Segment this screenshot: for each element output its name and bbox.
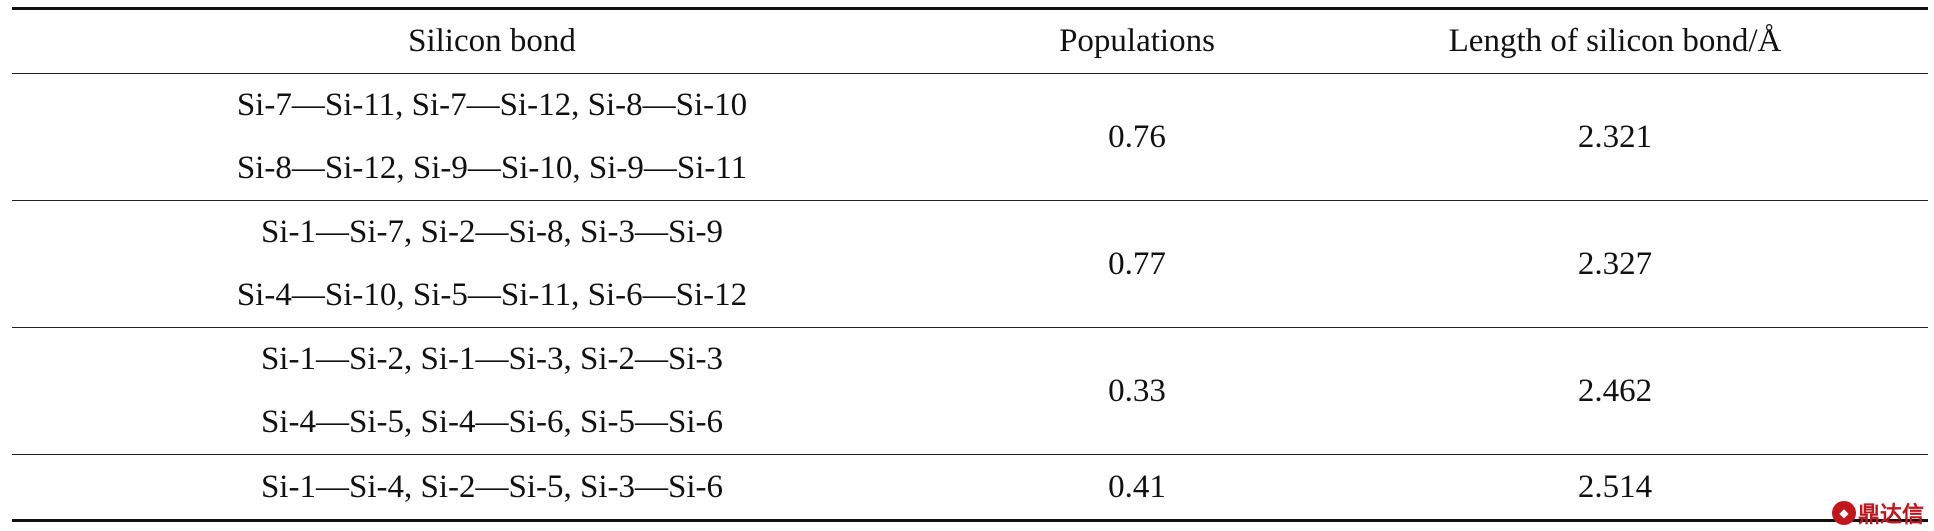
bond-line: Si-7—Si-11, Si-7—Si-12, Si-8—Si-10: [236, 87, 748, 123]
table-row: Si-1—Si-2, Si-1—Si-3, Si-2—Si-3 Si-4—Si-…: [12, 328, 1928, 455]
header-row: Silicon bond Populations Length of silic…: [12, 8, 1928, 74]
bond-cell: Si-1—Si-4, Si-2—Si-5, Si-3—Si-6: [12, 455, 972, 521]
table-body: Si-7—Si-11, Si-7—Si-12, Si-8—Si-10 Si-8—…: [12, 74, 1928, 521]
population-cell: 0.76: [1108, 118, 1166, 155]
length-cell: 2.327: [1577, 245, 1653, 282]
population-cell: 0.33: [1108, 372, 1166, 409]
population-cell: 0.77: [1108, 245, 1166, 282]
bond-cell: Si-1—Si-2, Si-1—Si-3, Si-2—Si-3 Si-4—Si-…: [12, 328, 972, 455]
header-bond-length: Length of silicon bond/Å: [1448, 23, 1782, 59]
header-silicon-bond: Silicon bond: [408, 23, 576, 59]
table-header: Silicon bond Populations Length of silic…: [12, 8, 1928, 74]
length-cell: 2.514: [1577, 468, 1653, 505]
bond-line: Si-8—Si-12, Si-9—Si-10, Si-9—Si-11: [236, 150, 748, 186]
table-row: Si-1—Si-7, Si-2—Si-8, Si-3—Si-9 Si-4—Si-…: [12, 201, 1928, 328]
header-populations: Populations: [1059, 23, 1215, 59]
length-cell: 2.321: [1577, 118, 1653, 155]
bond-line: Si-1—Si-2, Si-1—Si-3, Si-2—Si-3: [260, 341, 724, 377]
population-cell: 0.41: [1108, 468, 1166, 505]
table-row: Si-1—Si-4, Si-2—Si-5, Si-3—Si-6 0.41 2.5…: [12, 455, 1928, 521]
silicon-bond-table: Silicon bond Populations Length of silic…: [12, 7, 1928, 522]
table-row: Si-7—Si-11, Si-7—Si-12, Si-8—Si-10 Si-8—…: [12, 74, 1928, 201]
bond-line: Si-4—Si-10, Si-5—Si-11, Si-6—Si-12: [236, 277, 748, 313]
bond-line: Si-4—Si-5, Si-4—Si-6, Si-5—Si-6: [260, 404, 724, 440]
bond-cell: Si-7—Si-11, Si-7—Si-12, Si-8—Si-10 Si-8—…: [12, 74, 972, 201]
watermark-text: 鼎达信: [1857, 503, 1924, 528]
watermark-logo: ◆ 鼎达信: [1831, 497, 1924, 529]
bond-line: Si-1—Si-4, Si-2—Si-5, Si-3—Si-6: [260, 468, 724, 505]
bond-cell: Si-1—Si-7, Si-2—Si-8, Si-3—Si-9 Si-4—Si-…: [12, 201, 972, 328]
length-cell: 2.462: [1577, 372, 1653, 409]
bond-line: Si-1—Si-7, Si-2—Si-8, Si-3—Si-9: [260, 214, 724, 250]
silicon-bond-table-container: Silicon bond Populations Length of silic…: [12, 7, 1928, 522]
shield-logo-icon: ◆: [1831, 501, 1856, 525]
